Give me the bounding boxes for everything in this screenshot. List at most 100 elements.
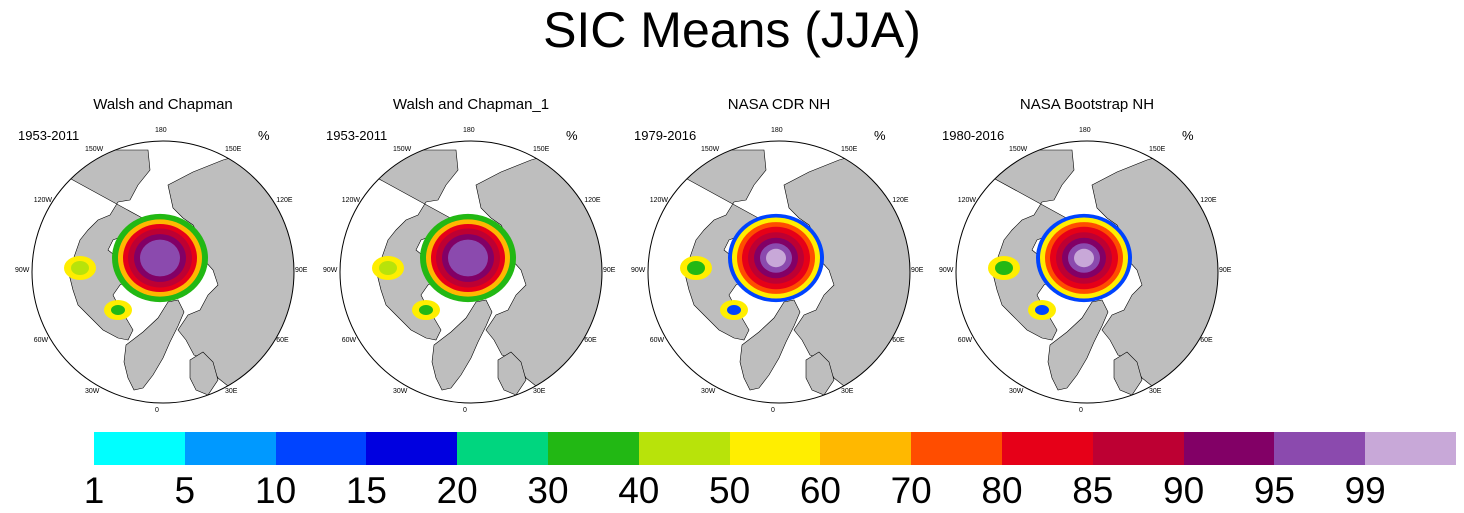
figure-title: SIC Means (JJA) (543, 2, 921, 58)
colorbar-box (638, 432, 730, 465)
ice-patch-hudson-core (71, 261, 89, 275)
longitude-label: 90E (603, 267, 616, 274)
longitude-label: 120E (892, 197, 909, 204)
colorbar-tick-label: 50 (709, 470, 751, 511)
map-panel: NASA Bootstrap NH 1980-2016% 180 150E 120E 90… (939, 90, 1232, 414)
colorbar-tick-label: 5 (174, 470, 196, 511)
land-mass (340, 149, 459, 341)
panel-years: 1953-2011 (18, 128, 80, 143)
polar-map (31, 140, 295, 404)
panel-title: NASA Bootstrap NH (1019, 96, 1155, 113)
map-boundary (955, 140, 1219, 404)
ice-patch-baffin-core (111, 305, 125, 315)
longitude-label: 90W (15, 267, 30, 274)
colorbar-tick-label: 90 (1163, 470, 1205, 511)
colorbar-box (1183, 432, 1275, 465)
longitude-label: 120E (1200, 197, 1217, 204)
ice-patch-baffin-core (727, 305, 741, 315)
panel-years: 1979-2016 (634, 128, 697, 143)
colorbar-box (1365, 432, 1456, 465)
longitude-label: 120W (649, 197, 669, 204)
longitude-label: 60E (276, 337, 289, 344)
colorbar-box (820, 432, 912, 465)
longitude-label: 150W (701, 145, 720, 153)
longitude-label: 150E (1149, 145, 1166, 153)
ice-core (1074, 248, 1094, 268)
longitude-label: 150W (1009, 145, 1028, 153)
panel-years: 1980-2016 (942, 128, 1005, 143)
colorbar-box (366, 432, 458, 465)
colorbar-box (911, 432, 1002, 465)
colorbar-tick-label: 60 (799, 470, 841, 511)
ice-core (448, 239, 488, 277)
longitude-label: 150W (393, 145, 412, 153)
colorbar-tick-label: 99 (1344, 470, 1386, 511)
colorbar (94, 432, 1456, 465)
longitude-label: 30W (701, 388, 716, 396)
longitude-label: 30W (85, 388, 100, 396)
panel-title: Walsh and Chapman_1 (392, 96, 550, 113)
map-boundary (647, 140, 911, 404)
land-mass (1113, 351, 1143, 396)
colorbar-box (184, 432, 276, 465)
polar-map (955, 140, 1219, 404)
map-panel: NASA CDR NH 1979-2016% 180 150E 120E 90E 60E 30… (631, 90, 924, 414)
longitude-label: 120E (276, 197, 293, 204)
longitude-label: 60E (892, 337, 905, 344)
longitude-label: 150W (85, 145, 104, 153)
land-mass (431, 299, 493, 391)
panel-title: Walsh and Chapman (93, 96, 233, 113)
longitude-label: 180 (155, 127, 167, 134)
land-mass (32, 149, 151, 341)
colorbar-box (1001, 432, 1093, 465)
colorbar-box (457, 432, 548, 465)
panel-years: 1953-2011 (326, 128, 388, 143)
longitude-label: 90E (1219, 267, 1232, 274)
longitude-label: 30E (1149, 388, 1162, 396)
polar-map (339, 140, 603, 404)
colorbar-box (729, 432, 821, 465)
longitude-label: 30E (841, 388, 854, 396)
colorbar-box (547, 432, 639, 465)
longitude-label: 60W (33, 337, 49, 344)
units-label: % (258, 128, 270, 143)
longitude-label: 120W (341, 197, 361, 204)
longitude-label: 90W (939, 267, 954, 274)
map-panel: Walsh and Chapman_1 1953-2011% 180 150E 120E… (323, 90, 616, 414)
ice-patch-baffin-core (1035, 305, 1049, 315)
colorbar-tick-label: 80 (981, 470, 1023, 511)
land-mass (1047, 299, 1109, 391)
longitude-label: 90W (323, 267, 338, 274)
longitude-label: 90E (295, 267, 308, 274)
colorbar-box (275, 432, 367, 465)
longitude-label: 120W (33, 197, 53, 204)
colorbar-box (1092, 432, 1184, 465)
longitude-label: 150E (225, 145, 242, 153)
longitude-label: 90W (631, 267, 646, 274)
longitude-label: 90E (911, 267, 924, 274)
land-mass (497, 351, 527, 396)
longitude-label: 180 (463, 127, 475, 134)
colorbar-box (1274, 432, 1366, 465)
longitude-label: 60E (584, 337, 597, 344)
units-label: % (1182, 128, 1194, 143)
colorbar-tick-label: 10 (255, 470, 297, 511)
longitude-label: 180 (771, 127, 783, 134)
land-mass (189, 351, 219, 396)
ice-patch-hudson-core (687, 261, 705, 275)
land-mass (123, 299, 185, 391)
longitude-label: 30W (1009, 388, 1024, 396)
longitude-label: 30E (533, 388, 546, 396)
ice-patch-hudson-core (995, 261, 1013, 275)
map-boundary (339, 140, 603, 404)
longitude-label: 60W (649, 337, 665, 344)
longitude-label: 0 (463, 407, 467, 414)
colorbar-tick-label: 15 (345, 470, 387, 511)
ice-patch-baffin-core (419, 305, 433, 315)
panel-title: NASA CDR NH (727, 96, 831, 113)
units-label: % (874, 128, 886, 143)
land-mass (805, 351, 835, 396)
longitude-label: 150E (533, 145, 550, 153)
longitude-label: 30E (225, 388, 238, 396)
longitude-label: 0 (771, 407, 775, 414)
